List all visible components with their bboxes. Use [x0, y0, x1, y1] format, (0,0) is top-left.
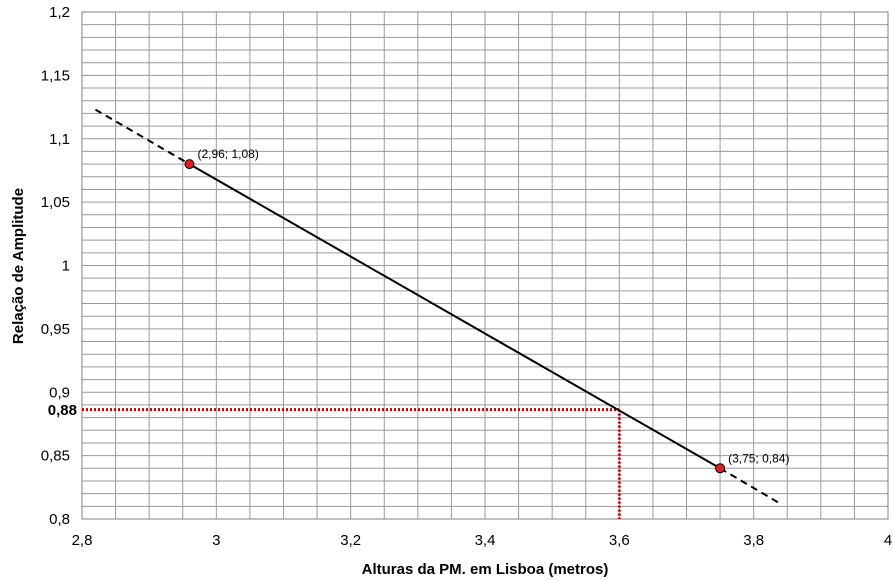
x-tick-label: 3,8: [743, 532, 764, 549]
reference-y-label: 0,88: [48, 402, 77, 419]
y-tick-label: 1,05: [41, 194, 70, 211]
plot-area-border: [81, 11, 889, 520]
line-extension-right: [719, 467, 782, 505]
data-points: (2,96; 1,08) (3,75; 0,84): [184, 147, 789, 474]
line-extension-left: [94, 108, 190, 165]
y-axis-title: Relação de Amplitude: [10, 188, 27, 344]
data-point-label: (2,96; 1,08): [197, 147, 258, 161]
x-tick-label: 3,2: [340, 532, 361, 549]
y-tick-label: 1,15: [41, 67, 70, 84]
reference-lines: [82, 408, 621, 519]
x-tick-label: 3,6: [609, 532, 630, 549]
y-tick-label: 0,8: [49, 511, 70, 528]
y-tick-labels: 0,8 0,85 0,9 0,95 1 1,05 1,1 1,15 1,2: [41, 4, 70, 528]
x-tick-label: 4: [884, 532, 892, 549]
x-tick-labels: 2,8 3 3,2 3,4 3,6 3,8 4: [72, 532, 893, 549]
y-tick-label: 0,85: [41, 448, 70, 465]
y-tick-label: 1: [62, 258, 70, 275]
y-tick-label: 0,9: [49, 384, 70, 401]
grid: [82, 12, 888, 519]
y-tick-label: 1,1: [49, 131, 70, 148]
x-tick-label: 3,4: [475, 532, 496, 549]
x-tick-label: 2,8: [72, 532, 93, 549]
x-axis-title: Alturas da PM. em Lisboa (metros): [362, 561, 609, 578]
y-tick-label: 1,2: [49, 4, 70, 21]
data-point-label: (3,75; 0,84): [728, 451, 789, 465]
x-tick-label: 3: [212, 532, 220, 549]
regression-line: [94, 108, 782, 505]
data-point: [184, 159, 195, 170]
y-tick-label: 0,95: [41, 321, 70, 338]
line-solid-segment: [188, 163, 721, 470]
data-point: [715, 463, 726, 474]
